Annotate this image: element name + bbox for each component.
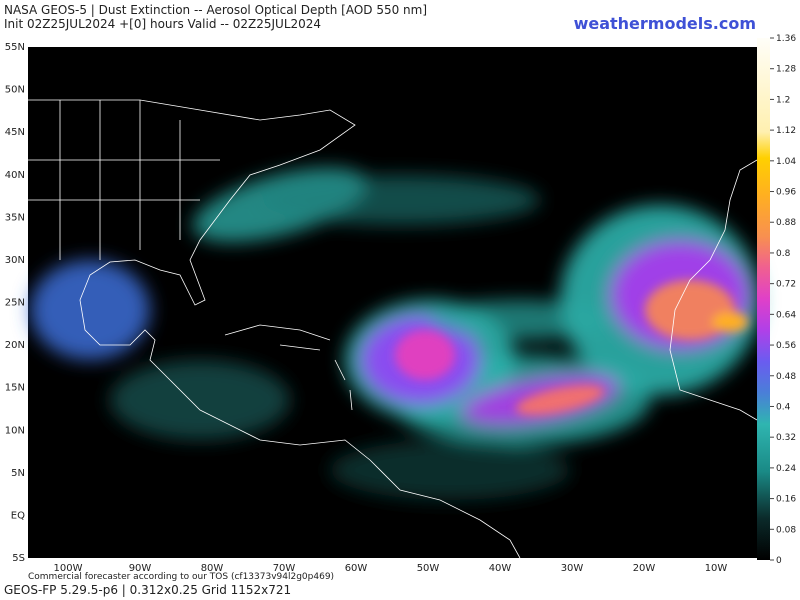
lat-label: 20N — [5, 340, 25, 351]
colorbar-label: 0.32 — [776, 433, 796, 443]
colorbar-label: 0.48 — [776, 372, 796, 382]
colorbar-label: 0.08 — [776, 525, 796, 535]
colorbar-label: 1.12 — [776, 126, 796, 136]
colorbar-label: 0.96 — [776, 188, 796, 198]
lon-label: 10W — [705, 563, 728, 574]
colorbar-label: 0 — [776, 556, 782, 566]
lat-label: 40N — [5, 170, 25, 181]
lon-label: 80W — [201, 563, 224, 574]
colorbar-label: 1.28 — [776, 65, 796, 75]
lon-label: 50W — [417, 563, 440, 574]
colorbar-label: 0.64 — [776, 310, 796, 320]
colorbar-label: 1.04 — [776, 157, 796, 167]
coastlines — [28, 99, 758, 559]
colorbar-label: 0.4 — [776, 402, 791, 412]
model-info: GEOS-FP 5.29.5-p6 | 0.312x0.25 Grid 1152… — [4, 583, 291, 597]
lon-label: 90W — [129, 563, 152, 574]
colorbar-label: 0.8 — [776, 249, 791, 259]
colorbar — [757, 38, 770, 560]
lon-label: 20W — [633, 563, 656, 574]
lat-label: 55N — [5, 42, 25, 53]
colorbar-label: 0.16 — [776, 495, 796, 505]
dust-core — [395, 280, 748, 416]
colorbar-label: 0.24 — [776, 464, 796, 474]
lat-label: 35N — [5, 212, 25, 223]
lat-label: 10N — [5, 425, 25, 436]
map — [28, 47, 760, 559]
lat-label: 5N — [11, 468, 25, 479]
notice: Commercial forecaster according to our T… — [28, 572, 334, 582]
colorbar-label: 0.56 — [776, 341, 796, 351]
title: NASA GEOS-5 | Dust Extinction -- Aerosol… — [4, 3, 427, 17]
lat-label: 45N — [5, 127, 25, 138]
lat-label: 5S — [12, 553, 25, 564]
lat-label: 15N — [5, 383, 25, 394]
subtitle: Init 02Z25JUL2024 +[0] hours Valid -- 02… — [4, 17, 321, 31]
lon-label: 60W — [345, 563, 368, 574]
lon-label: 30W — [561, 563, 584, 574]
brand: weathermodels.com — [574, 14, 756, 33]
colorbar-label: 0.72 — [776, 280, 796, 290]
lon-label: 70W — [273, 563, 296, 574]
lat-label: 25N — [5, 298, 25, 309]
colorbar-label: 1.36 — [776, 34, 796, 44]
lat-label: EQ — [11, 510, 25, 521]
lat-label: 50N — [5, 85, 25, 96]
lat-label: 30N — [5, 255, 25, 266]
lon-label: 40W — [489, 563, 512, 574]
lon-label: 100W — [54, 563, 83, 574]
colorbar-label: 0.88 — [776, 218, 796, 228]
colorbar-label: 1.2 — [776, 95, 790, 105]
